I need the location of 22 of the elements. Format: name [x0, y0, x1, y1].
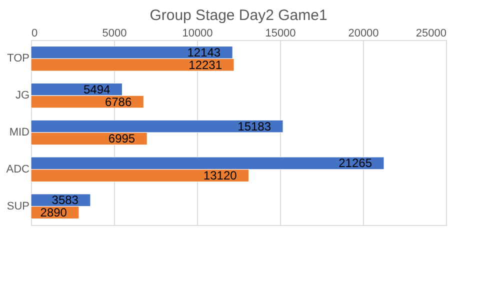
y-tick-label: MID	[9, 126, 30, 138]
y-tick-label: JG	[15, 90, 30, 102]
chart-title: Group Stage Day2 Game1	[150, 7, 328, 24]
x-tick-label: 25000	[416, 28, 446, 40]
x-tick-label: 5000	[102, 28, 127, 40]
data-label: 12231	[188, 58, 222, 72]
data-label: 12143	[187, 45, 221, 60]
data-label: 21265	[338, 156, 372, 170]
data-label: 6786	[104, 94, 132, 109]
data-label: 2890	[40, 206, 68, 220]
data-label: 5494	[83, 82, 111, 96]
y-tick-label: TOP	[7, 52, 30, 65]
y-tick-label: SUP	[6, 200, 30, 212]
x-tick-label: 20000	[348, 28, 379, 40]
x-tick-label: 10000	[182, 28, 213, 40]
data-label: 13120	[203, 168, 238, 183]
y-tick-label: ADC	[6, 163, 30, 176]
data-label: 3583	[52, 193, 79, 208]
x-tick-label: 15000	[265, 28, 296, 40]
data-label: 15183	[238, 119, 272, 134]
data-label: 6995	[108, 132, 136, 146]
x-tick-label: 0	[32, 28, 38, 40]
